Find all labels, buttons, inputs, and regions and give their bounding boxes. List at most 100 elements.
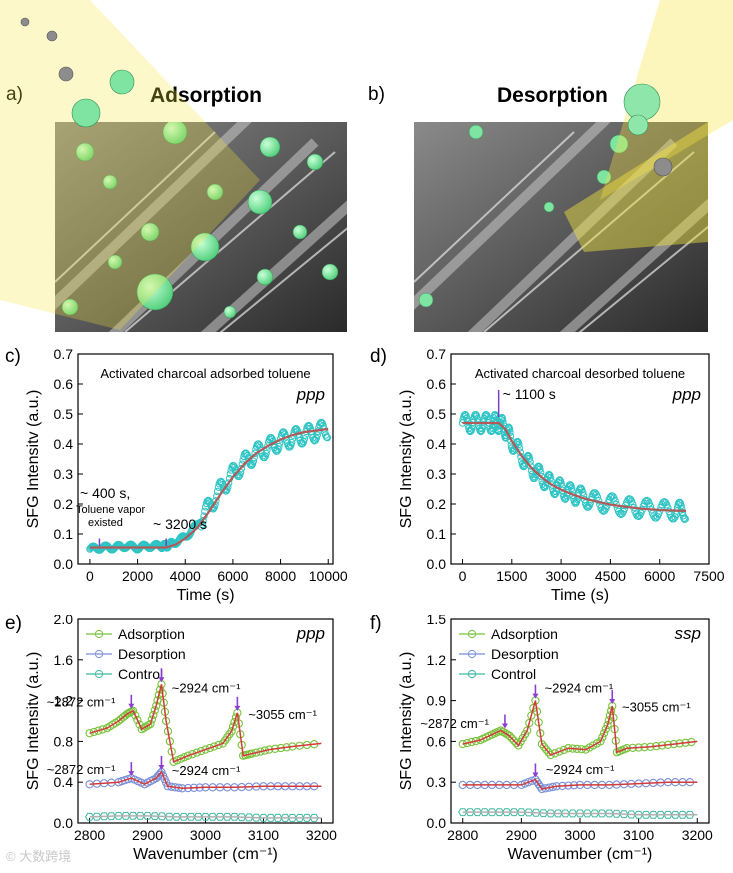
y-tick-label: 0.8 — [54, 733, 74, 749]
data-point — [323, 433, 332, 442]
chart-e: e) 2800 2900 3000 3100 3200 0.0 0.4 0.8 1.2 1.6 2.0… — [5, 615, 337, 863]
data-point — [577, 484, 585, 492]
y-tick-label: 0.6 — [427, 376, 447, 392]
data-point — [252, 748, 261, 757]
data-point — [144, 721, 153, 730]
fit-line — [462, 811, 698, 816]
adsorption-image — [55, 122, 347, 332]
y-tick-label: 0.2 — [54, 496, 74, 512]
y-tick-label: 0.5 — [54, 406, 74, 422]
data-point — [609, 492, 617, 500]
y-tick-label: 0.1 — [54, 526, 74, 542]
data-point — [192, 748, 201, 757]
x-tick-label: 3000 — [564, 827, 595, 843]
data-point — [620, 504, 629, 513]
y-tick-label: 1.5 — [427, 615, 447, 627]
data-point — [600, 506, 609, 515]
data-point — [524, 778, 533, 787]
data-point — [176, 754, 186, 763]
peak-annotation: ~2924 cm⁻¹ — [545, 680, 614, 695]
legend-label: Adsorption — [118, 626, 185, 642]
data-point — [505, 731, 514, 741]
data-point — [183, 751, 193, 760]
polarization-label: ppp — [296, 385, 325, 404]
data-point — [678, 508, 687, 517]
data-point — [98, 725, 107, 734]
data-point — [542, 745, 551, 754]
peak-arrowhead — [158, 677, 165, 683]
light-beam-b — [600, 0, 733, 200]
y-tick-label: 0.7 — [427, 346, 447, 362]
y-tick-label: 0.0 — [54, 815, 74, 831]
panel-label: c) — [5, 346, 21, 367]
y-axis-label: SFG Intensitv (a.u.) — [25, 390, 42, 529]
data-point — [313, 431, 321, 439]
y-tick-label: 0.7 — [54, 346, 74, 362]
sem-adsorption-svg — [55, 122, 347, 332]
fit-line — [462, 778, 698, 790]
data-point — [525, 718, 534, 728]
chart-title: Activated charcoal desorbed toluene — [475, 366, 685, 381]
data-point — [300, 435, 309, 443]
x-axis-label: Wavenumber (cm⁻¹) — [508, 846, 653, 863]
data-point — [599, 729, 609, 738]
data-point — [601, 725, 610, 734]
data-point — [85, 812, 95, 821]
data-point — [173, 539, 181, 548]
data-point — [458, 739, 467, 749]
data-point — [89, 727, 99, 737]
x-tick-label: 10000 — [309, 568, 348, 584]
x-tick-label: 0 — [86, 568, 94, 584]
data-point — [611, 497, 619, 505]
polarization-label: ppp — [296, 624, 325, 643]
polarization-label: ppp — [672, 385, 701, 404]
data-point — [224, 479, 233, 487]
annotation-text: Toluene vapor — [76, 504, 145, 516]
data-point — [205, 743, 214, 753]
chart-c: c) 0 2000 4000 6000 8000 10000 0.0 0.1 0.2 0.3 0.4 0… — [5, 346, 348, 604]
peak-annotation: ~2924 cm⁻¹ — [546, 762, 615, 777]
y-tick-label: 0.0 — [427, 556, 447, 572]
peak-annotation: ~2872 cm⁻¹ — [47, 695, 116, 710]
x-tick-label: 2000 — [122, 568, 153, 584]
data-point — [94, 726, 103, 735]
y-tick-label: 0.3 — [54, 466, 74, 482]
data-point — [275, 442, 283, 451]
data-point — [210, 742, 219, 751]
x-tick-label: 1500 — [496, 568, 527, 584]
data-point — [591, 489, 599, 497]
panel-a-label: a) — [6, 84, 23, 105]
peak-arrowhead — [501, 723, 508, 729]
panel-b-title: Desorption — [497, 84, 608, 107]
peak-annotation: ~2924 cm⁻¹ — [172, 680, 241, 695]
sem-desorption-svg — [414, 122, 708, 332]
fit-line — [89, 684, 322, 763]
data-point — [681, 515, 689, 523]
data-point — [230, 462, 238, 470]
x-tick-label: 3000 — [546, 568, 577, 584]
data-point — [188, 749, 197, 759]
data-point — [559, 745, 569, 755]
legend-marker — [467, 669, 477, 679]
data-point — [312, 434, 321, 442]
data-point — [146, 719, 155, 729]
data-point — [523, 726, 532, 735]
data-point — [199, 516, 207, 525]
data-point — [458, 808, 468, 817]
peak-annotation: ~2872 cm⁻¹ — [47, 762, 116, 777]
data-point — [287, 438, 296, 447]
data-point — [637, 509, 645, 517]
data-point — [677, 502, 685, 510]
data-point — [256, 747, 265, 756]
chart-f: f) 2800 2900 3000 3100 3200 0.0 0.3 0.6 0.9 1.2 1.5… — [370, 615, 713, 863]
data-point — [461, 410, 470, 419]
legend-label: Control — [491, 666, 536, 682]
x-tick-label: 3100 — [623, 827, 654, 843]
peak-annotation: ~2872 cm⁻¹ — [420, 716, 489, 731]
data-point — [632, 510, 640, 518]
annotation-text: ~ 1100 s — [503, 386, 556, 402]
chart-title: Activated charcoal adsorbed toluene — [100, 366, 310, 381]
peak-arrowhead — [234, 705, 241, 711]
data-point — [471, 736, 481, 746]
data-point — [527, 462, 535, 470]
